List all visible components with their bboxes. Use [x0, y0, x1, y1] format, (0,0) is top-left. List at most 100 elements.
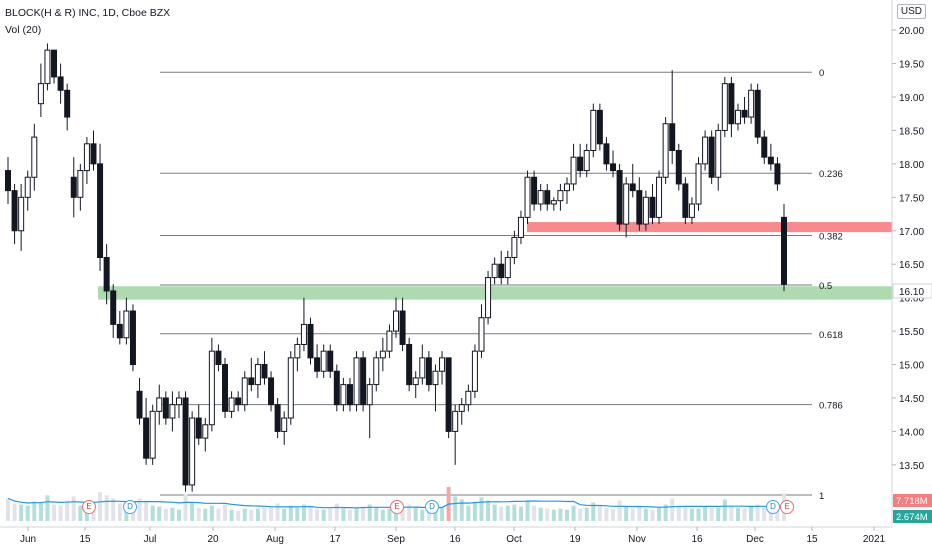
dividend-marker[interactable]: D	[766, 500, 780, 514]
candle-body	[123, 310, 130, 339]
volume-bar	[545, 508, 550, 521]
x-tick-label: 15	[79, 534, 91, 545]
fib-label: 1	[819, 491, 824, 502]
candle-body	[235, 397, 242, 406]
volume-bar	[78, 505, 83, 521]
candle-body	[774, 163, 781, 185]
volume-bar	[611, 508, 616, 521]
candle-body	[406, 343, 413, 386]
volume-label-high: 7.718M	[896, 496, 928, 507]
volume-bar	[505, 505, 510, 521]
candle-body	[688, 203, 695, 218]
candle-body	[563, 183, 570, 192]
volume-bar	[709, 507, 714, 521]
candle-body	[425, 357, 432, 386]
support-zone	[98, 286, 892, 300]
candle-body	[458, 404, 465, 412]
fib-label: 0.236	[819, 169, 843, 180]
volume-bar	[308, 506, 313, 521]
volume-label-box	[893, 494, 932, 507]
volume-bar	[321, 509, 326, 521]
candle-body	[241, 377, 248, 406]
volume-bar	[137, 498, 142, 521]
candle-body	[5, 170, 11, 192]
candle-body	[675, 149, 682, 185]
x-tick-label: Nov	[628, 534, 646, 545]
volume-bar	[459, 499, 464, 521]
x-tick-label: 16	[449, 534, 461, 545]
volume-bar	[334, 503, 339, 521]
volume-bar	[663, 504, 668, 521]
volume-bar	[295, 507, 300, 521]
y-tick-label: 16.50	[899, 260, 924, 271]
candle-body	[616, 170, 623, 225]
volume-bar	[223, 504, 228, 521]
volume-bar	[742, 508, 747, 521]
volume-bar	[203, 508, 208, 521]
volume-bar	[453, 496, 458, 521]
candle-body	[702, 136, 709, 165]
candle-body	[314, 357, 321, 372]
dividend-marker[interactable]: D	[425, 500, 439, 514]
candle-body	[478, 317, 485, 352]
candle-body	[37, 83, 44, 105]
highlight-zones	[98, 222, 892, 300]
candle-body	[169, 404, 176, 419]
volume-bar	[52, 504, 57, 521]
volume-bar	[71, 496, 76, 521]
volume-bar	[755, 504, 760, 521]
volume-bar	[643, 508, 648, 521]
candle-body	[149, 410, 156, 459]
dividend-marker[interactable]: D	[123, 500, 137, 514]
volume-bar	[466, 505, 471, 521]
x-tick-label: Jun	[20, 534, 36, 545]
candle-body	[44, 49, 51, 85]
earnings-marker[interactable]: E	[390, 500, 404, 514]
y-tick-label: 17.50	[899, 193, 924, 204]
volume-bar	[144, 501, 149, 521]
candle-body	[682, 183, 689, 218]
candle-body	[767, 156, 774, 165]
currency-label[interactable]: USD	[896, 4, 926, 19]
candle-body	[162, 397, 169, 419]
candle-body	[261, 364, 268, 379]
volume-bar	[315, 508, 320, 521]
candle-body	[360, 357, 367, 406]
candle-body	[248, 377, 255, 386]
volume-bar	[341, 508, 346, 521]
candle-body	[110, 290, 117, 325]
candle-body	[222, 364, 229, 412]
candle-body	[195, 417, 202, 439]
candle-body	[215, 350, 222, 366]
candle-body	[419, 357, 426, 379]
candle-body	[734, 109, 741, 125]
earnings-marker[interactable]: E	[780, 500, 794, 514]
candle-body	[590, 109, 597, 151]
fib-label: 0.786	[819, 401, 843, 412]
volume-bar	[657, 507, 662, 521]
candle-body	[629, 183, 636, 192]
candle-body	[31, 136, 38, 178]
volume-bar	[269, 506, 274, 521]
volume-bar	[196, 507, 201, 521]
candle-body	[544, 190, 551, 205]
price-label-box	[892, 283, 932, 299]
candle-body	[596, 109, 603, 145]
volume-label-ma: 2.674M	[896, 512, 928, 523]
candle-body	[83, 143, 90, 172]
candle-body	[570, 156, 577, 185]
volume-bar	[84, 507, 89, 521]
volume-bar	[183, 494, 188, 521]
volume-bar	[354, 507, 359, 521]
earnings-marker[interactable]: E	[82, 500, 96, 514]
candle-body	[557, 190, 564, 202]
volume-bar	[676, 505, 681, 521]
volume-bar	[400, 506, 405, 521]
candle-body	[320, 350, 327, 372]
candle-body	[695, 163, 702, 205]
fib-label: 0.382	[819, 231, 843, 242]
candle-body	[156, 397, 163, 412]
candle-body	[649, 196, 656, 218]
